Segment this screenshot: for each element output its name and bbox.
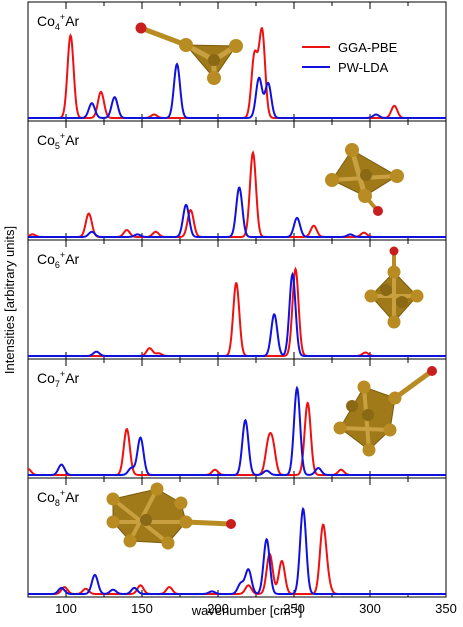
panel-label-base: Co: [37, 132, 55, 148]
co8-atom: [106, 515, 120, 529]
co5-edge: [349, 149, 368, 197]
x-tick-label: 200: [207, 601, 229, 616]
panel-label-sub: 6: [55, 260, 60, 270]
co8-atom: [179, 515, 193, 529]
cluster-image-co7: [333, 366, 437, 457]
co6-atom: [387, 265, 401, 279]
argon-atom: [373, 206, 383, 216]
co4-atom: [179, 38, 193, 52]
co5-atom: [345, 143, 359, 157]
co8-atom: [123, 534, 137, 548]
panel-label: Co7+Ar: [37, 369, 80, 389]
co7-edge: [339, 426, 391, 432]
panel-label: Co4+Ar: [37, 12, 80, 32]
panel-label-tail: Ar: [65, 489, 79, 505]
spectrum-line-pw-lda: [28, 186, 446, 238]
panel-label-tail: Ar: [65, 13, 79, 29]
spectrum-line-pw-lda: [28, 62, 446, 119]
spectrum-line-pw-lda: [28, 271, 446, 357]
panel-label-base: Co: [37, 489, 55, 505]
x-axis-label-main: wavenumber [cm: [191, 603, 291, 618]
co8-atom: [150, 482, 164, 496]
co4-atom: [229, 39, 243, 53]
panel-label-tail: Ar: [65, 132, 79, 148]
cluster-image-co5: [325, 143, 404, 216]
y-axis-label: Intensities [arbitrary units]: [2, 226, 17, 374]
co8-atom: [140, 514, 152, 526]
co6-atom: [410, 289, 424, 303]
co4-ar-bond: [140, 25, 187, 48]
panel-label-base: Co: [37, 13, 55, 29]
panel-label-base: Co: [37, 251, 55, 267]
panel-label-sup: +: [60, 131, 65, 141]
co8-atom: [106, 492, 120, 506]
x-tick-labels: 100 150 200 250 300 350: [55, 601, 457, 616]
co6-atom: [387, 315, 401, 329]
co7-atom: [362, 443, 376, 457]
panel-label-sub: 7: [55, 379, 60, 389]
cluster-image-co8: [106, 482, 236, 550]
panel-label-sup: +: [60, 488, 65, 498]
x-axis-label-sup: -1: [291, 602, 299, 612]
spectrum-line-pw-lda: [28, 506, 446, 595]
cluster-image-co6: [364, 246, 424, 329]
panel-label-sup: +: [60, 12, 65, 22]
argon-atom: [427, 366, 437, 376]
co4-atom: [207, 71, 221, 85]
co7-atom: [383, 423, 397, 437]
panel-frame: [27, 477, 447, 598]
co6-atom: [396, 296, 408, 308]
x-tick-label: 350: [435, 601, 457, 616]
co6-atom: [380, 284, 392, 296]
panel-label: Co8+Ar: [37, 488, 80, 508]
co8-ar-bond: [185, 519, 232, 527]
co7-atom: [388, 391, 402, 405]
co6-atom: [364, 289, 378, 303]
co4-atom: [208, 54, 220, 66]
cluster-image-co4: [135, 22, 243, 85]
argon-atom: [389, 246, 399, 256]
co7-atom: [362, 409, 374, 421]
panel-label-sup: +: [60, 369, 65, 379]
argon-atom: [226, 519, 236, 529]
panel-label-sub: 8: [55, 498, 60, 508]
legend-label-pw-lda: PW-LDA: [338, 60, 389, 75]
panel-label-sup: +: [60, 250, 65, 260]
x-axis-label: wavenumber [cm-1]: [191, 602, 303, 618]
x-axis-label-close: ]: [299, 603, 303, 618]
co5-atom: [390, 169, 404, 183]
panel-label-sub: 5: [55, 141, 60, 151]
co8-atom: [174, 496, 188, 510]
spectrum-panel: Co7+Ar: [27, 358, 447, 479]
panel-label-sub: 4: [55, 22, 60, 32]
legend: GGA-PBE PW-LDA: [302, 40, 398, 75]
x-tick-label: 100: [55, 601, 77, 616]
argon-atom: [135, 22, 147, 34]
spectrum-panel: Co8+Ar: [27, 477, 447, 598]
x-tick-label: 150: [131, 601, 153, 616]
legend-label-gga-pbe: GGA-PBE: [338, 40, 398, 55]
co5-atom: [358, 189, 372, 203]
co7-atom: [346, 400, 358, 412]
panel-label-base: Co: [37, 370, 55, 386]
panel-label-tail: Ar: [65, 251, 79, 267]
spectrum-line-pw-lda: [28, 385, 446, 476]
co8-atom: [161, 536, 175, 550]
co5-atom: [325, 173, 339, 187]
x-tick-label: 300: [359, 601, 381, 616]
panel-label: Co5+Ar: [37, 131, 80, 151]
panel-label-tail: Ar: [65, 370, 79, 386]
x-tick-label: 250: [283, 601, 305, 616]
spectrum-line-gga-pbe: [28, 266, 446, 357]
panel-label: Co6+Ar: [37, 250, 80, 270]
co7-ar-bond: [393, 368, 434, 401]
co7-atom: [357, 380, 371, 394]
co5-atom: [360, 169, 372, 181]
co7-atom: [333, 421, 347, 435]
